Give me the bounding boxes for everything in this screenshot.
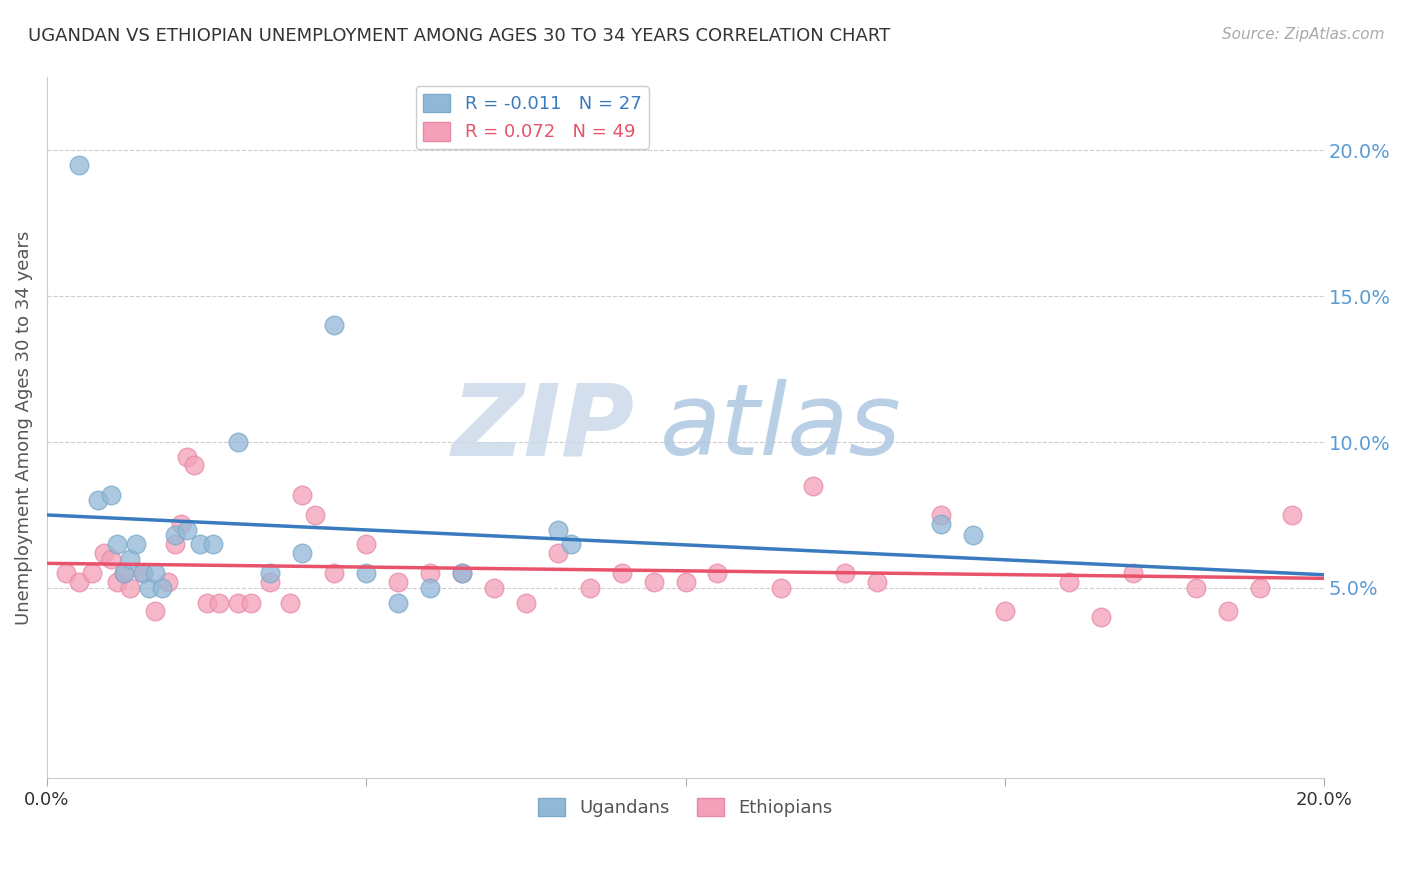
Y-axis label: Unemployment Among Ages 30 to 34 years: Unemployment Among Ages 30 to 34 years [15, 230, 32, 624]
Point [675, 575, 697, 590]
Point [259, 575, 281, 590]
Point [643, 575, 665, 590]
Point [515, 595, 537, 609]
Point [259, 566, 281, 581]
Point [105, 537, 128, 551]
Point [304, 508, 326, 522]
Point [929, 508, 952, 522]
Point [201, 537, 224, 551]
Point [67, 575, 90, 590]
Point [170, 516, 193, 531]
Point [105, 575, 128, 590]
Point [67, 158, 90, 172]
Point [323, 318, 346, 333]
Point [1281, 508, 1303, 522]
Point [100, 487, 122, 501]
Point [1090, 610, 1112, 624]
Text: atlas: atlas [659, 379, 901, 476]
Point [547, 546, 569, 560]
Point [578, 581, 600, 595]
Point [1218, 604, 1240, 618]
Point [188, 537, 211, 551]
Point [1249, 581, 1271, 595]
Point [145, 566, 167, 581]
Point [387, 575, 409, 590]
Point [801, 479, 824, 493]
Point [482, 581, 505, 595]
Point [866, 575, 889, 590]
Point [208, 595, 231, 609]
Point [195, 595, 218, 609]
Point [118, 551, 141, 566]
Point [291, 487, 314, 501]
Point [387, 595, 409, 609]
Point [323, 566, 346, 581]
Point [560, 537, 582, 551]
Point [706, 566, 728, 581]
Point [610, 566, 633, 581]
Point [278, 595, 301, 609]
Point [138, 581, 160, 595]
Point [125, 537, 148, 551]
Legend: Ugandans, Ethiopians: Ugandans, Ethiopians [531, 790, 841, 824]
Point [87, 493, 110, 508]
Text: Source: ZipAtlas.com: Source: ZipAtlas.com [1222, 27, 1385, 42]
Point [228, 595, 250, 609]
Point [118, 581, 141, 595]
Point [131, 566, 153, 581]
Point [419, 581, 441, 595]
Point [112, 566, 135, 581]
Point [354, 566, 377, 581]
Point [93, 546, 115, 560]
Point [228, 435, 250, 450]
Point [1122, 566, 1144, 581]
Point [770, 581, 793, 595]
Point [291, 546, 314, 560]
Point [131, 566, 153, 581]
Point [183, 458, 205, 473]
Point [962, 528, 984, 542]
Point [112, 566, 135, 581]
Point [157, 575, 180, 590]
Point [100, 551, 122, 566]
Point [163, 528, 186, 542]
Point [240, 595, 263, 609]
Point [163, 537, 186, 551]
Point [1185, 581, 1208, 595]
Point [354, 537, 377, 551]
Point [929, 516, 952, 531]
Point [547, 523, 569, 537]
Point [834, 566, 856, 581]
Point [145, 604, 167, 618]
Point [1057, 575, 1080, 590]
Point [451, 566, 474, 581]
Text: UGANDAN VS ETHIOPIAN UNEMPLOYMENT AMONG AGES 30 TO 34 YEARS CORRELATION CHART: UGANDAN VS ETHIOPIAN UNEMPLOYMENT AMONG … [28, 27, 890, 45]
Point [994, 604, 1017, 618]
Point [55, 566, 77, 581]
Point [451, 566, 474, 581]
Point [150, 581, 173, 595]
Point [419, 566, 441, 581]
Text: ZIP: ZIP [451, 379, 634, 476]
Point [176, 523, 198, 537]
Point [80, 566, 103, 581]
Point [176, 450, 198, 464]
